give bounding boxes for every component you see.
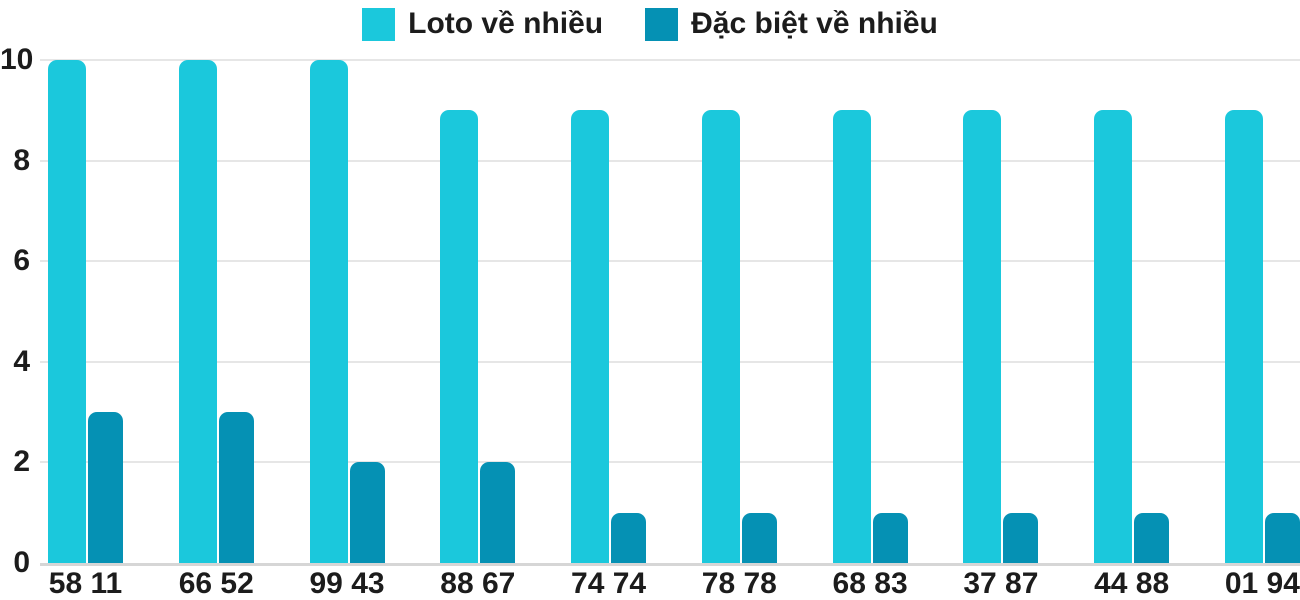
bar-group: 58 11 — [48, 60, 123, 600]
legend-item-0[interactable]: Loto về nhiều — [362, 7, 603, 41]
gridline — [40, 260, 1300, 262]
bar-group: 78 78 — [701, 60, 777, 600]
bar-series0 — [48, 60, 86, 563]
legend-label: Đặc biệt về nhiều — [691, 7, 938, 40]
x-axis-label: 37 87 — [963, 567, 1039, 600]
y-axis-tick-label: 0 — [13, 546, 30, 579]
x-axis-label: 68 83 — [832, 567, 908, 600]
bar-series0 — [1094, 110, 1133, 563]
bar-series1 — [349, 462, 385, 563]
bar-series0 — [309, 60, 348, 563]
bar-group: 88 67 — [440, 60, 516, 600]
bar-group: 01 94 — [1224, 60, 1300, 600]
x-axis-label: 66 52 — [178, 567, 254, 600]
legend-swatch-icon — [645, 7, 679, 41]
bar-group: 37 87 — [963, 60, 1039, 600]
legend: Loto về nhiều Đặc biệt về nhiều — [0, 7, 1300, 41]
bar-series0 — [571, 110, 610, 563]
x-axis-label: 01 94 — [1224, 567, 1300, 600]
bar-group: 99 43 — [309, 60, 385, 600]
y-axis-tick-label: 2 — [13, 445, 30, 478]
bar-series0 — [440, 110, 479, 563]
bar-series1 — [611, 512, 647, 563]
y-axis-tick-label: 8 — [13, 144, 30, 177]
x-axis-baseline — [40, 563, 1300, 566]
bar-series0 — [178, 60, 217, 563]
x-axis-label: 78 78 — [701, 567, 777, 600]
y-axis-tick-label: 10 — [0, 43, 34, 76]
bar-series1 — [1264, 512, 1300, 563]
bar-series1 — [218, 412, 254, 563]
y-axis-tick-label: 4 — [13, 345, 30, 378]
legend-item-1[interactable]: Đặc biệt về nhiều — [645, 7, 938, 41]
y-axis-tick-label: 6 — [13, 244, 30, 277]
bar-series1 — [872, 512, 908, 563]
bar-series1 — [1134, 512, 1170, 563]
bar-series1 — [741, 512, 777, 563]
x-axis-label: 88 67 — [440, 567, 516, 600]
bar-series0 — [963, 110, 1002, 563]
bar-group: 66 52 — [178, 60, 254, 600]
x-axis-label: 74 74 — [571, 567, 647, 600]
bar-series1 — [88, 412, 123, 563]
legend-label: Loto về nhiều — [408, 7, 604, 40]
bar-series1 — [1003, 512, 1039, 563]
legend-swatch-icon — [362, 7, 396, 41]
plot-area: 0 2 4 6 8 10 58 11 66 52 99 43 88 67 74 74 78 78 68… — [0, 43, 1300, 600]
gridline — [40, 461, 1300, 463]
bar-group: 68 83 — [832, 60, 908, 600]
gridline — [40, 160, 1300, 162]
x-axis-label: 99 43 — [309, 567, 385, 600]
bar-group: 74 74 — [571, 60, 647, 600]
bar-series1 — [480, 462, 516, 563]
bar-series0 — [1224, 110, 1263, 563]
bar-series0 — [701, 110, 740, 563]
bar-series0 — [832, 110, 871, 563]
x-axis-label: 58 11 — [48, 567, 123, 600]
gridline — [40, 59, 1300, 61]
x-axis-label: 44 88 — [1094, 567, 1170, 600]
bars-row: 58 11 66 52 99 43 88 67 74 74 78 78 68 83 37 87… — [40, 60, 1300, 600]
gridline — [40, 361, 1300, 363]
bar-group: 44 88 — [1094, 60, 1170, 600]
